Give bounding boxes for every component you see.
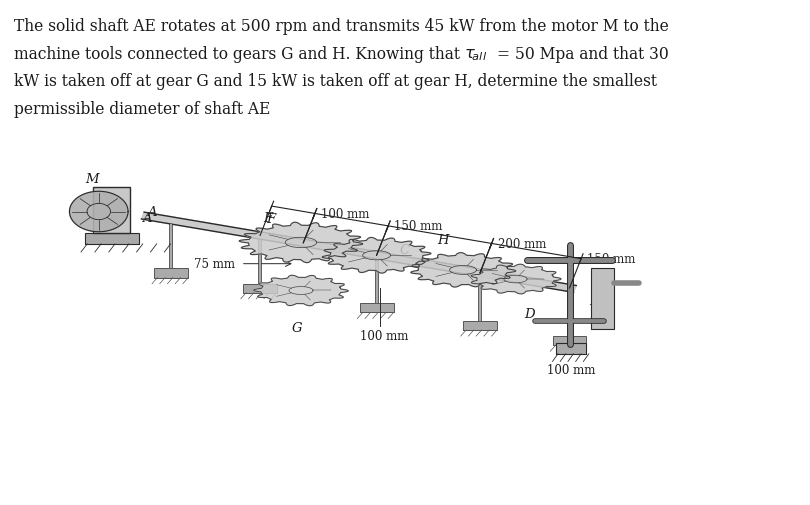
Bar xyxy=(155,269,188,278)
Text: A: A xyxy=(147,206,157,219)
Text: A: A xyxy=(143,212,152,225)
Text: 100 mm: 100 mm xyxy=(321,208,369,221)
Text: F: F xyxy=(263,212,272,225)
Text: 100 mm: 100 mm xyxy=(547,363,595,376)
Text: G: G xyxy=(292,321,302,334)
Bar xyxy=(360,304,394,313)
Text: permissible diameter of shaft AE: permissible diameter of shaft AE xyxy=(14,101,271,118)
Bar xyxy=(85,233,139,244)
Text: E: E xyxy=(590,294,599,308)
Text: machine tools connected to gears G and H. Knowing that: machine tools connected to gears G and H… xyxy=(14,45,465,63)
Polygon shape xyxy=(239,223,363,263)
Text: D: D xyxy=(524,307,535,320)
Text: F: F xyxy=(266,213,275,226)
Text: = 50 Mpa and that 30: = 50 Mpa and that 30 xyxy=(497,45,669,63)
Text: C: C xyxy=(400,243,410,256)
Bar xyxy=(556,343,586,354)
Polygon shape xyxy=(411,253,516,287)
Text: 150 mm: 150 mm xyxy=(394,220,443,233)
Polygon shape xyxy=(471,265,561,294)
Text: 200 mm: 200 mm xyxy=(498,237,546,250)
Polygon shape xyxy=(142,213,576,293)
Text: M: M xyxy=(85,173,99,186)
Polygon shape xyxy=(70,192,128,232)
Bar xyxy=(92,188,130,233)
Text: H: H xyxy=(437,233,449,246)
Text: 100 mm: 100 mm xyxy=(360,329,408,342)
Text: 150 mm: 150 mm xyxy=(587,252,636,266)
Text: 75 mm: 75 mm xyxy=(194,258,236,271)
Text: kW is taken off at gear G and 15 kW is taken off at gear H, determine the smalle: kW is taken off at gear G and 15 kW is t… xyxy=(14,73,657,90)
Polygon shape xyxy=(254,276,348,306)
Bar xyxy=(552,336,586,345)
Text: $\tau_{\!all}$: $\tau_{\!all}$ xyxy=(464,45,487,63)
Polygon shape xyxy=(322,238,431,274)
Text: The solid shaft AE rotates at 500 rpm and transmits 45 kW from the motor M to th: The solid shaft AE rotates at 500 rpm an… xyxy=(14,18,668,35)
Bar xyxy=(463,321,497,330)
Bar xyxy=(591,268,614,329)
Bar xyxy=(243,284,277,293)
